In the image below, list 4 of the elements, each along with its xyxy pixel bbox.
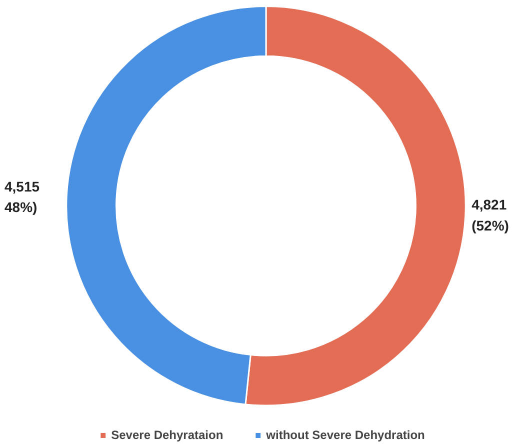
data-label: 4,515 48%) (4, 178, 40, 216)
legend-label: without Severe Dehydration (266, 428, 425, 442)
data-label: 4,821 (52%) (472, 196, 509, 234)
legend-label: Severe Dehyrataion (111, 428, 224, 442)
